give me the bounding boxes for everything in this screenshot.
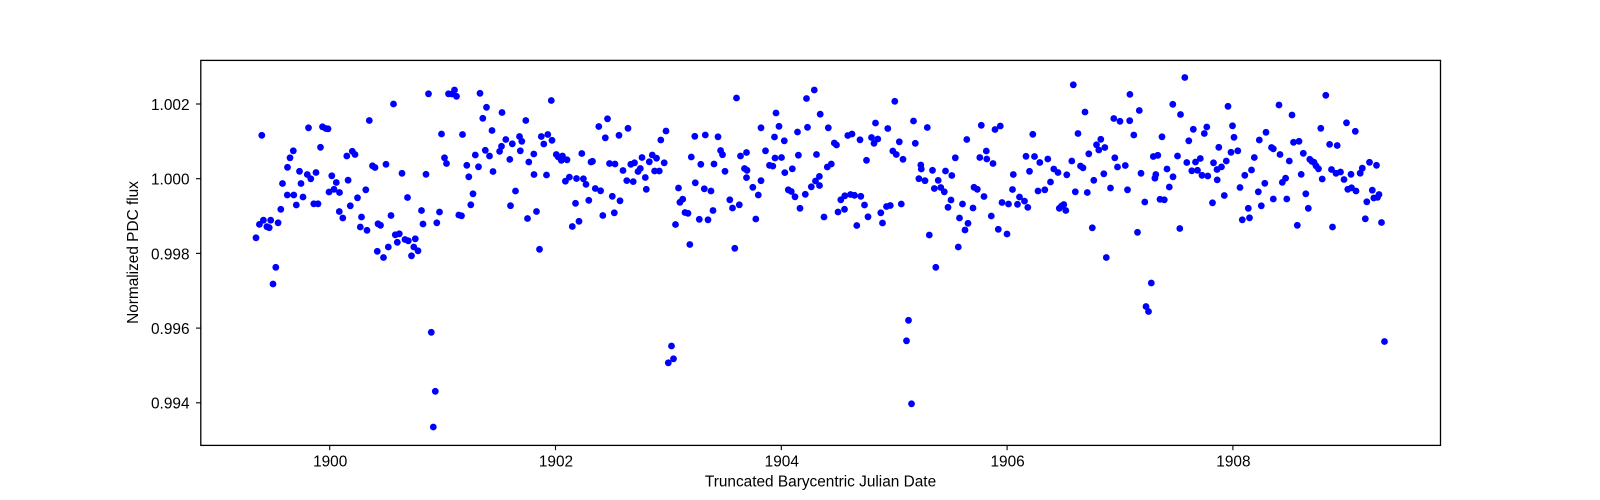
svg-text:Normalized PDC flux: Normalized PDC flux (125, 181, 142, 324)
svg-text:0.994: 0.994 (151, 396, 190, 413)
svg-text:1902: 1902 (539, 453, 573, 470)
svg-text:1.002: 1.002 (151, 97, 190, 114)
svg-text:1.000: 1.000 (151, 172, 190, 189)
svg-text:1904: 1904 (765, 453, 800, 470)
svg-text:0.998: 0.998 (151, 246, 190, 263)
svg-text:1900: 1900 (313, 453, 347, 470)
svg-text:1906: 1906 (990, 453, 1024, 470)
svg-text:Truncated Barycentric Julian D: Truncated Barycentric Julian Date (705, 474, 936, 491)
svg-text:1908: 1908 (1216, 453, 1250, 470)
svg-text:0.996: 0.996 (151, 321, 190, 338)
